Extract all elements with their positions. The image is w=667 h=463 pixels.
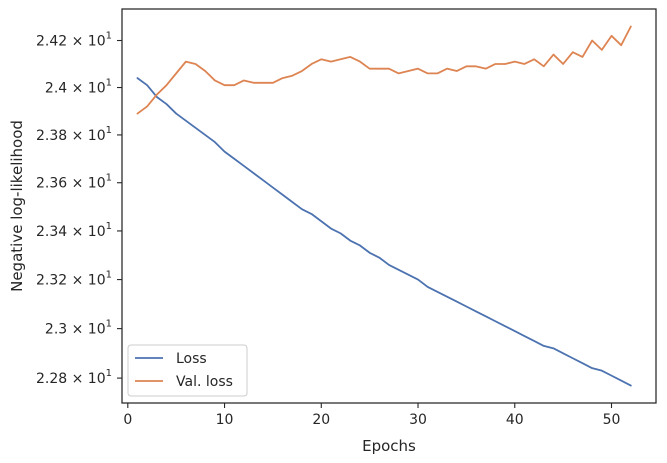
series-line-loss	[136, 77, 632, 387]
y-tick-label: 2.28 × 101	[36, 368, 112, 387]
x-tick-label: 40	[506, 412, 524, 428]
y-tick-label: 2.36 × 101	[36, 173, 112, 192]
legend: Loss Val. loss	[127, 344, 248, 397]
y-tick-label: 2.32 × 101	[36, 270, 112, 289]
x-tick-label: 30	[409, 412, 427, 428]
x-axis: 0 10 20 30 40 50	[123, 403, 620, 428]
x-tick-label: 20	[312, 412, 330, 428]
legend-label-val-loss: Val. loss	[176, 374, 233, 390]
plot-frame	[121, 8, 657, 404]
y-tick-label: 2.4 × 101	[45, 78, 112, 97]
y-axis-title: Negative log-likelihood	[8, 120, 26, 292]
y-axis: 2.28 × 101 2.3 × 101 2.32 × 101 2.34 × 101 2…	[36, 31, 122, 387]
x-tick-label: 10	[216, 412, 234, 428]
x-tick-label: 0	[123, 412, 132, 428]
series-layer	[136, 25, 632, 387]
y-tick-label: 2.42 × 101	[36, 31, 112, 50]
y-tick-label: 2.34 × 101	[36, 221, 112, 240]
x-tick-label: 50	[603, 412, 621, 428]
legend-label-loss: Loss	[176, 351, 207, 367]
y-tick-label: 2.3 × 101	[45, 319, 112, 338]
x-axis-title: Epochs	[362, 437, 416, 455]
series-line-val-loss	[136, 25, 632, 115]
y-tick-label: 2.38 × 101	[36, 125, 112, 144]
